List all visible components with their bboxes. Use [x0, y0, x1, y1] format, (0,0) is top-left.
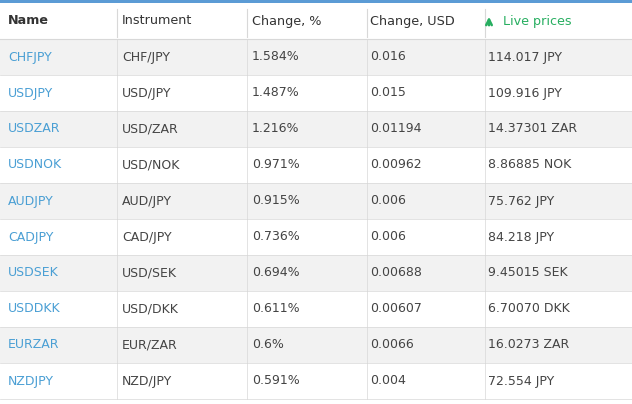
Bar — [0, 39, 632, 75]
Text: 0.006: 0.006 — [370, 231, 406, 244]
Bar — [0, 147, 632, 183]
Text: AUD/JPY: AUD/JPY — [122, 194, 172, 208]
Text: USDZAR: USDZAR — [8, 122, 61, 135]
Text: 6.70070 DKK: 6.70070 DKK — [488, 303, 570, 316]
Text: 0.611%: 0.611% — [252, 303, 300, 316]
Text: CHF/JPY: CHF/JPY — [122, 50, 170, 63]
Text: CADJPY: CADJPY — [8, 231, 53, 244]
Text: 16.0273 ZAR: 16.0273 ZAR — [488, 339, 569, 351]
Bar — [0, 291, 632, 327]
Text: 0.006: 0.006 — [370, 194, 406, 208]
Text: NZD/JPY: NZD/JPY — [122, 375, 173, 387]
Bar — [0, 255, 632, 291]
Text: 1.487%: 1.487% — [252, 86, 300, 99]
Text: USD/NOK: USD/NOK — [122, 158, 180, 172]
Text: 0.6%: 0.6% — [252, 339, 284, 351]
Text: Name: Name — [8, 15, 49, 27]
Text: USDNOK: USDNOK — [8, 158, 62, 172]
Text: 109.916 JPY: 109.916 JPY — [488, 86, 562, 99]
Bar — [0, 111, 632, 147]
Text: 0.971%: 0.971% — [252, 158, 300, 172]
Text: EURZAR: EURZAR — [8, 339, 59, 351]
Text: 0.00688: 0.00688 — [370, 267, 422, 280]
Text: 0.004: 0.004 — [370, 375, 406, 387]
Text: 114.017 JPY: 114.017 JPY — [488, 50, 562, 63]
Text: Change, USD: Change, USD — [370, 15, 455, 27]
Text: 75.762 JPY: 75.762 JPY — [488, 194, 554, 208]
Text: 8.86885 NOK: 8.86885 NOK — [488, 158, 571, 172]
Text: Change, %: Change, % — [252, 15, 322, 27]
Text: CHFJPY: CHFJPY — [8, 50, 52, 63]
Text: 0.00962: 0.00962 — [370, 158, 422, 172]
Text: 0.694%: 0.694% — [252, 267, 300, 280]
Text: 9.45015 SEK: 9.45015 SEK — [488, 267, 568, 280]
Text: CAD/JPY: CAD/JPY — [122, 231, 172, 244]
Bar — [0, 75, 632, 111]
Text: USDSEK: USDSEK — [8, 267, 59, 280]
Text: NZDJPY: NZDJPY — [8, 375, 54, 387]
Text: EUR/ZAR: EUR/ZAR — [122, 339, 178, 351]
Text: 1.216%: 1.216% — [252, 122, 300, 135]
Bar — [0, 363, 632, 399]
Text: 0.01194: 0.01194 — [370, 122, 422, 135]
Text: USD/JPY: USD/JPY — [122, 86, 171, 99]
Text: 84.218 JPY: 84.218 JPY — [488, 231, 554, 244]
Text: 0.915%: 0.915% — [252, 194, 300, 208]
Text: 0.016: 0.016 — [370, 50, 406, 63]
Bar — [0, 219, 632, 255]
Text: USDJPY: USDJPY — [8, 86, 53, 99]
Text: 0.0066: 0.0066 — [370, 339, 414, 351]
Bar — [0, 183, 632, 219]
Bar — [0, 3, 632, 39]
Text: Instrument: Instrument — [122, 15, 192, 27]
Text: 0.736%: 0.736% — [252, 231, 300, 244]
Text: 0.015: 0.015 — [370, 86, 406, 99]
Bar — [0, 327, 632, 363]
Text: USD/SEK: USD/SEK — [122, 267, 177, 280]
Text: Live prices: Live prices — [503, 15, 571, 27]
Text: AUDJPY: AUDJPY — [8, 194, 54, 208]
Bar — [0, 0, 632, 3]
Text: USDDKK: USDDKK — [8, 303, 61, 316]
Text: 1.584%: 1.584% — [252, 50, 300, 63]
Text: 0.00607: 0.00607 — [370, 303, 422, 316]
Text: USD/ZAR: USD/ZAR — [122, 122, 179, 135]
Text: 0.591%: 0.591% — [252, 375, 300, 387]
Text: 72.554 JPY: 72.554 JPY — [488, 375, 554, 387]
Text: USD/DKK: USD/DKK — [122, 303, 179, 316]
Text: 14.37301 ZAR: 14.37301 ZAR — [488, 122, 577, 135]
